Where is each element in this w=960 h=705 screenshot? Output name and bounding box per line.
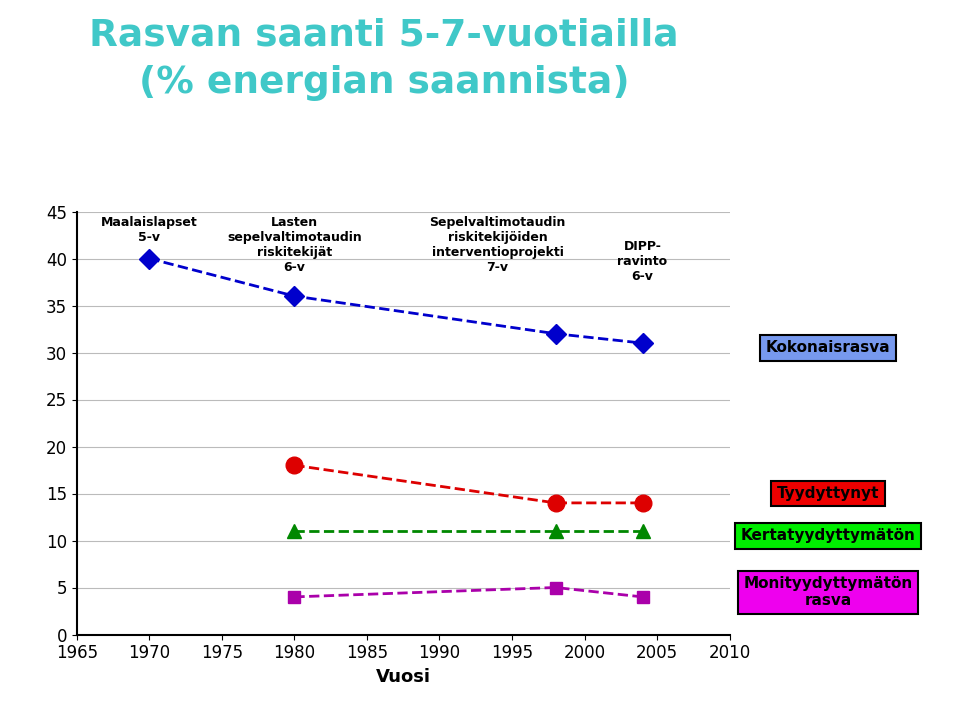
Text: Maalaislapset
5-v: Maalaislapset 5-v (101, 216, 198, 244)
Text: Sepelvaltimotaudin
riskitekijöiden
interventioprojekti
7-v: Sepelvaltimotaudin riskitekijöiden inter… (429, 216, 565, 274)
X-axis label: Vuosi: Vuosi (375, 668, 431, 686)
Text: (% energian saannista): (% energian saannista) (138, 65, 630, 101)
Text: Kertatyydyttymätön: Kertatyydyttymätön (740, 528, 916, 544)
Text: Tyydyttynyt: Tyydyttynyt (777, 486, 879, 501)
Text: Rasvan saanti 5-7-vuotiailla: Rasvan saanti 5-7-vuotiailla (89, 18, 679, 54)
Text: Lasten
sepelvaltimotaudin
riskitekijät
6-v: Lasten sepelvaltimotaudin riskitekijät 6… (227, 216, 362, 274)
Text: Kokonaisrasva: Kokonaisrasva (766, 341, 890, 355)
Text: DIPP-
ravinto
6-v: DIPP- ravinto 6-v (617, 240, 667, 283)
Text: Monityydyttymätön
rasva: Monityydyttymätön rasva (743, 576, 913, 608)
